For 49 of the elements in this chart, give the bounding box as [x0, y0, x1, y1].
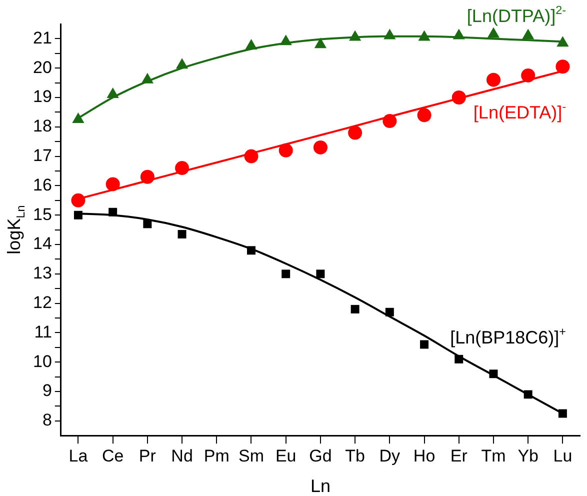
x-tick-label: Tm: [481, 446, 506, 466]
x-tick-label: Tb: [345, 446, 365, 466]
point: [314, 38, 327, 48]
y-tick-label: 14: [32, 234, 52, 254]
point: [348, 126, 362, 140]
point: [420, 340, 429, 349]
x-tick-label: Lu: [553, 446, 572, 466]
y-tick-label: 13: [32, 264, 52, 283]
y-tick-label: 17: [32, 146, 52, 165]
x-tick-label: Nd: [171, 446, 193, 466]
series-label: [Ln(EDTA)]-: [473, 100, 566, 123]
y-tick-label: 12: [32, 292, 52, 312]
x-tick-label: Yb: [518, 446, 538, 466]
series-label: [Ln(BP18C6)]+: [450, 325, 566, 348]
point: [72, 112, 84, 124]
y-tick-label: 10: [32, 352, 52, 371]
point: [556, 60, 570, 74]
point: [178, 230, 186, 238]
y-tick-label: 8: [42, 410, 52, 430]
x-tick-label: La: [68, 446, 88, 466]
point: [417, 108, 432, 122]
point: [282, 270, 290, 278]
x-tick-label: Pm: [204, 446, 230, 466]
y-tick-label: 15: [32, 204, 52, 224]
x-axis-title: Ln: [310, 476, 330, 496]
y-tick-label: 20: [32, 58, 52, 77]
y-tick-label: 9: [42, 381, 52, 400]
point: [316, 270, 325, 278]
y-axis-title: logKLn: [4, 205, 28, 254]
x-tick-label: Er: [450, 446, 468, 466]
point: [487, 27, 500, 38]
point: [350, 304, 360, 314]
x-tick-label: Eu: [275, 446, 296, 466]
x-tick-label: Ho: [413, 446, 436, 466]
x-tick-label: Pr: [138, 446, 156, 466]
y-tick-label: 11: [34, 322, 52, 342]
point: [71, 193, 86, 208]
y-tick-label: 16: [32, 175, 52, 194]
y-tick-label: 21: [32, 28, 52, 48]
point: [486, 72, 500, 87]
y-tick-label: 18: [32, 116, 52, 136]
x-tick-label: Dy: [379, 446, 401, 466]
point: [522, 28, 534, 40]
x-tick-label: Sm: [238, 446, 264, 466]
x-tick-label: Gd: [309, 446, 332, 466]
x-tick-label: Ce: [102, 446, 124, 466]
point: [278, 143, 293, 158]
y-tick-label: 19: [32, 87, 52, 106]
point: [313, 140, 328, 154]
